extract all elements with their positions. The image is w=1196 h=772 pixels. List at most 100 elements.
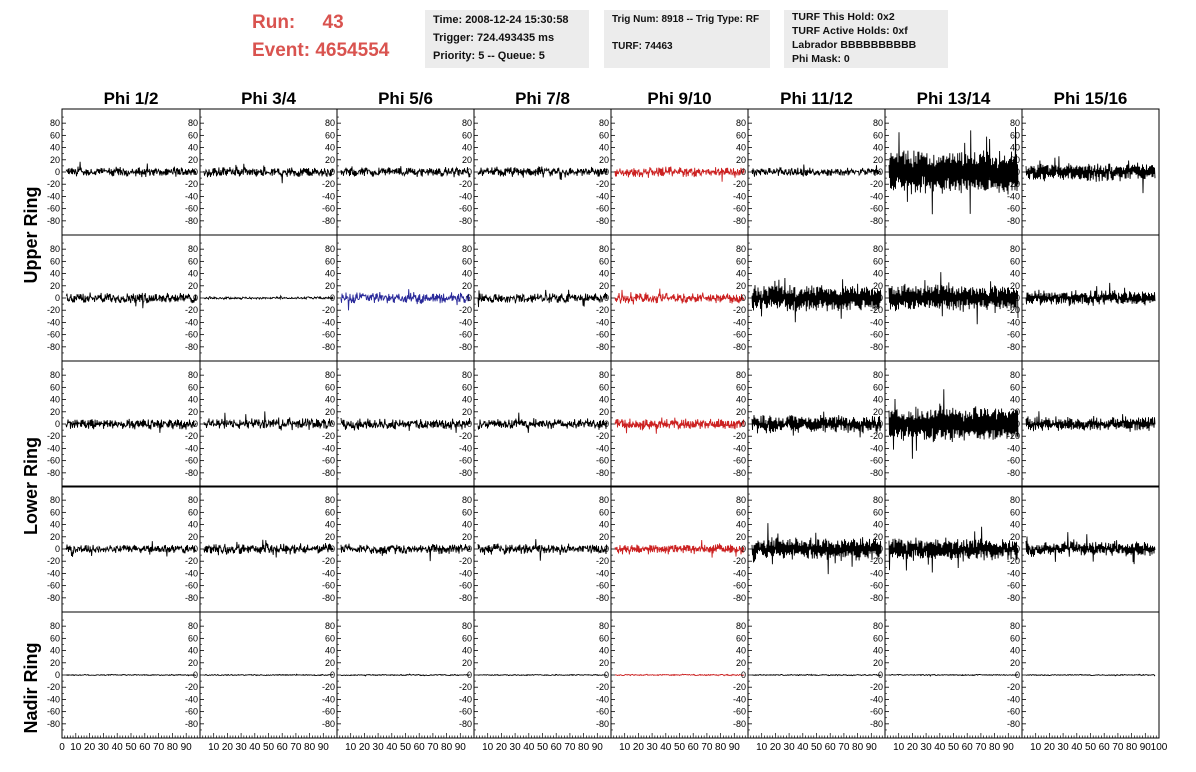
y-tick-label: 0 bbox=[878, 419, 883, 429]
waveform-trace bbox=[65, 541, 197, 557]
y-tick-label: 20 bbox=[188, 407, 198, 417]
y-tick-label: 0 bbox=[1015, 544, 1020, 554]
y-tick-label: -40 bbox=[1007, 317, 1020, 327]
y-tick-label: 0 bbox=[55, 670, 60, 680]
x-tick-label: 20 bbox=[770, 742, 782, 753]
y-tick-label: 20 bbox=[736, 281, 746, 291]
x-tick-label: 90 bbox=[1140, 742, 1152, 753]
y-tick-label: 80 bbox=[1010, 244, 1020, 254]
y-tick-label: 80 bbox=[462, 244, 472, 254]
y-tick-label: 80 bbox=[188, 495, 198, 505]
y-tick-label: -80 bbox=[1007, 342, 1020, 352]
x-tick-label: 10 bbox=[1030, 742, 1042, 753]
y-tick-label: 60 bbox=[462, 130, 472, 140]
y-tick-label: -80 bbox=[596, 468, 609, 478]
column-header: Phi 7/8 bbox=[515, 89, 570, 108]
waveform-panel: 80 60 40 20 0 -20 -40 -60 -80 bbox=[596, 611, 749, 739]
y-tick-label: 0 bbox=[193, 670, 198, 680]
y-tick-label: -40 bbox=[185, 443, 198, 453]
y-tick-label: 60 bbox=[1010, 256, 1020, 266]
y-tick-label: 0 bbox=[604, 167, 609, 177]
waveform-panel: 80 60 40 20 0 -20 -40 -60 -80 bbox=[870, 360, 1023, 488]
y-tick-label: 60 bbox=[599, 382, 609, 392]
y-tick-label: -80 bbox=[185, 719, 198, 729]
y-tick-label: 60 bbox=[50, 382, 60, 392]
y-tick-label: -40 bbox=[47, 694, 60, 704]
x-tick-label: 30 bbox=[373, 742, 385, 753]
waveform-trace bbox=[477, 412, 608, 433]
y-tick-label: -40 bbox=[596, 694, 609, 704]
y-tick-label: -60 bbox=[322, 581, 335, 591]
y-tick-label: -40 bbox=[322, 694, 335, 704]
y-tick-label: -40 bbox=[733, 191, 746, 201]
y-tick-label: 40 bbox=[736, 269, 746, 279]
y-tick-label: -40 bbox=[185, 317, 198, 327]
x-tick-label: 90 bbox=[592, 742, 604, 753]
y-tick-label: 20 bbox=[50, 407, 60, 417]
y-tick-label: 80 bbox=[1010, 118, 1020, 128]
waveform-trace bbox=[888, 389, 1019, 459]
run-label: Run: bbox=[252, 12, 296, 33]
y-tick-label: 60 bbox=[462, 507, 472, 517]
y-tick-label: -60 bbox=[596, 707, 609, 717]
y-tick-label: 80 bbox=[1010, 621, 1020, 631]
y-tick-label: 0 bbox=[741, 670, 746, 680]
waveform-trace bbox=[751, 673, 882, 677]
x-tick-label: 60 bbox=[277, 742, 289, 753]
y-tick-label: 60 bbox=[736, 633, 746, 643]
y-tick-label: 40 bbox=[188, 646, 198, 656]
waveform-panel: 80 60 40 20 0 -20 -40 -60 -80 bbox=[47, 360, 201, 488]
y-tick-label: -40 bbox=[870, 443, 883, 453]
y-tick-label: 40 bbox=[873, 269, 883, 279]
y-tick-label: -20 bbox=[185, 431, 198, 441]
x-tick-label: 20 bbox=[222, 742, 234, 753]
y-tick-label: 20 bbox=[188, 532, 198, 542]
event-label: Event: bbox=[252, 40, 311, 61]
y-tick-label: -60 bbox=[185, 330, 198, 340]
x-tick-label: 30 bbox=[784, 742, 796, 753]
y-tick-label: 60 bbox=[188, 256, 198, 266]
y-tick-label: 60 bbox=[599, 130, 609, 140]
y-tick-label: -20 bbox=[733, 305, 746, 315]
y-tick-label: -40 bbox=[47, 568, 60, 578]
waveform-panel: 80 60 40 20 0 -20 -40 -60 -80 bbox=[1007, 611, 1160, 739]
y-tick-label: 20 bbox=[462, 407, 472, 417]
y-tick-label: 20 bbox=[873, 281, 883, 291]
y-tick-label: -20 bbox=[596, 431, 609, 441]
y-tick-label: -40 bbox=[459, 568, 472, 578]
waveform-panel: 80 60 40 20 0 -20 -40 -60 -80 bbox=[870, 611, 1023, 739]
y-tick-label: 80 bbox=[736, 118, 746, 128]
y-tick-label: -20 bbox=[596, 682, 609, 692]
y-tick-label: 40 bbox=[188, 395, 198, 405]
x-tick-label: 30 bbox=[921, 742, 933, 753]
x-tick-label: 20 bbox=[496, 742, 508, 753]
y-tick-label: -20 bbox=[185, 682, 198, 692]
waveform-panel: 80 60 40 20 0 -20 -40 -60 -80 bbox=[459, 234, 612, 362]
y-tick-label: -20 bbox=[47, 556, 60, 566]
y-tick-label: 80 bbox=[462, 621, 472, 631]
waveform-trace bbox=[888, 272, 1019, 325]
x-tick-label: 70 bbox=[153, 742, 165, 753]
y-tick-label: -20 bbox=[870, 305, 883, 315]
y-tick-label: 0 bbox=[741, 419, 746, 429]
y-tick-label: -80 bbox=[322, 468, 335, 478]
y-tick-label: -20 bbox=[47, 431, 60, 441]
y-tick-label: -40 bbox=[185, 191, 198, 201]
y-tick-label: 80 bbox=[50, 118, 60, 128]
x-tick-label: 60 bbox=[414, 742, 426, 753]
y-tick-label: -20 bbox=[322, 179, 335, 189]
y-tick-label: -40 bbox=[596, 443, 609, 453]
y-tick-label: 40 bbox=[50, 395, 60, 405]
y-tick-label: 80 bbox=[599, 621, 609, 631]
x-tick-label: 60 bbox=[825, 742, 837, 753]
x-tick-label: 80 bbox=[167, 742, 179, 753]
y-tick-label: 0 bbox=[467, 293, 472, 303]
waveform-panel: 80 60 40 20 0 -20 -40 -60 -80 bbox=[733, 611, 886, 739]
y-tick-label: -80 bbox=[322, 719, 335, 729]
y-tick-label: 40 bbox=[50, 143, 60, 153]
waveform-trace bbox=[477, 166, 608, 181]
y-tick-label: -80 bbox=[733, 468, 746, 478]
trig-num-text: Trig Num: 8918 -- Trig Type: RF bbox=[612, 14, 760, 25]
y-tick-label: -60 bbox=[733, 330, 746, 340]
waveform-trace bbox=[614, 539, 745, 558]
